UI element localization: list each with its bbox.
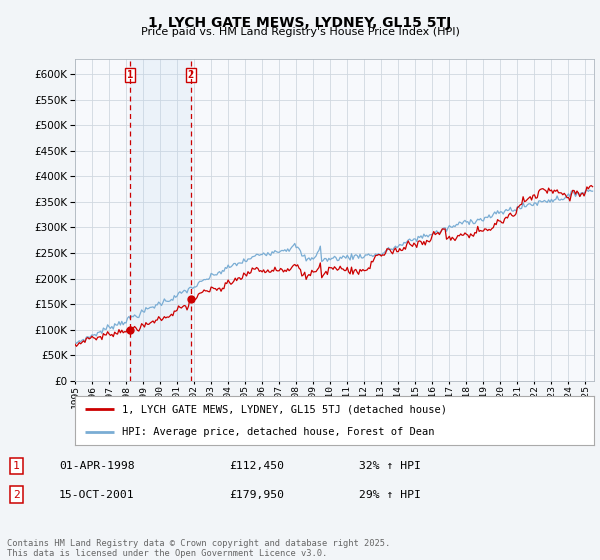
Text: 15-OCT-2001: 15-OCT-2001 <box>59 489 134 500</box>
Text: 2: 2 <box>187 70 194 80</box>
Text: HPI: Average price, detached house, Forest of Dean: HPI: Average price, detached house, Fore… <box>122 427 434 437</box>
Bar <box>130 59 191 381</box>
Text: 1: 1 <box>13 461 20 471</box>
Text: 01-APR-1998: 01-APR-1998 <box>59 461 134 471</box>
Text: 29% ↑ HPI: 29% ↑ HPI <box>359 489 421 500</box>
Text: £112,450: £112,450 <box>229 461 284 471</box>
Text: Price paid vs. HM Land Registry's House Price Index (HPI): Price paid vs. HM Land Registry's House … <box>140 27 460 37</box>
Text: 32% ↑ HPI: 32% ↑ HPI <box>359 461 421 471</box>
Text: 2: 2 <box>13 489 20 500</box>
Text: £179,950: £179,950 <box>229 489 284 500</box>
Text: 1, LYCH GATE MEWS, LYDNEY, GL15 5TJ: 1, LYCH GATE MEWS, LYDNEY, GL15 5TJ <box>148 16 452 30</box>
Text: 1, LYCH GATE MEWS, LYDNEY, GL15 5TJ (detached house): 1, LYCH GATE MEWS, LYDNEY, GL15 5TJ (det… <box>122 404 447 414</box>
Text: Contains HM Land Registry data © Crown copyright and database right 2025.
This d: Contains HM Land Registry data © Crown c… <box>7 539 391 558</box>
Text: 1: 1 <box>127 70 133 80</box>
